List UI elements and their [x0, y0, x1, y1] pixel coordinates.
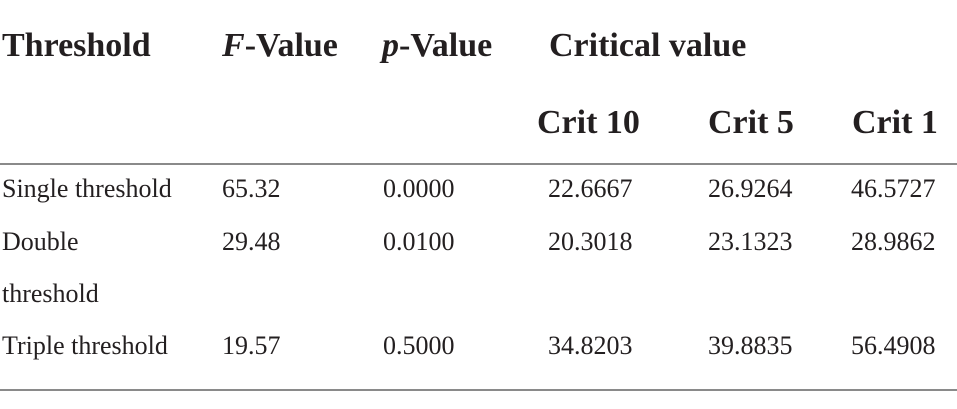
header-f-value-italic: F	[222, 27, 245, 64]
row-crit5: 26.9264	[708, 174, 793, 203]
header-crit10: Crit 10	[537, 104, 640, 141]
header-f-value-rest: -Value	[244, 27, 338, 64]
row-p-value: 0.5000	[383, 331, 455, 360]
row-crit5: 23.1323	[708, 227, 793, 256]
row-crit10: 34.8203	[548, 331, 633, 360]
header-f-value: F-Value	[222, 29, 338, 63]
row-threshold-line1: Double	[2, 227, 79, 256]
header-crit1: Crit 1	[852, 104, 938, 141]
row-crit1: 56.4908	[851, 331, 936, 360]
row-f-value: 19.57	[222, 331, 281, 360]
header-p-value-italic: p	[382, 27, 399, 64]
header-crit5: Crit 5	[708, 104, 794, 141]
row-threshold-line2: threshold	[2, 279, 99, 308]
header-divider	[0, 163, 957, 165]
row-p-value: 0.0100	[383, 227, 455, 256]
row-f-value: 65.32	[222, 174, 281, 203]
header-threshold: Threshold	[2, 27, 151, 64]
row-crit10: 20.3018	[548, 227, 633, 256]
header-p-value: p-Value	[382, 29, 492, 63]
row-crit1: 28.9862	[851, 227, 936, 256]
row-crit1: 46.5727	[851, 174, 936, 203]
row-threshold: Triple threshold	[2, 331, 168, 360]
row-f-value: 29.48	[222, 227, 281, 256]
row-p-value: 0.0000	[383, 174, 455, 203]
bottom-divider	[0, 389, 957, 391]
row-crit10: 22.6667	[548, 174, 633, 203]
row-threshold: Single threshold	[2, 174, 172, 203]
header-p-value-rest: -Value	[399, 27, 493, 64]
header-critical-value: Critical value	[549, 27, 747, 64]
row-crit5: 39.8835	[708, 331, 793, 360]
